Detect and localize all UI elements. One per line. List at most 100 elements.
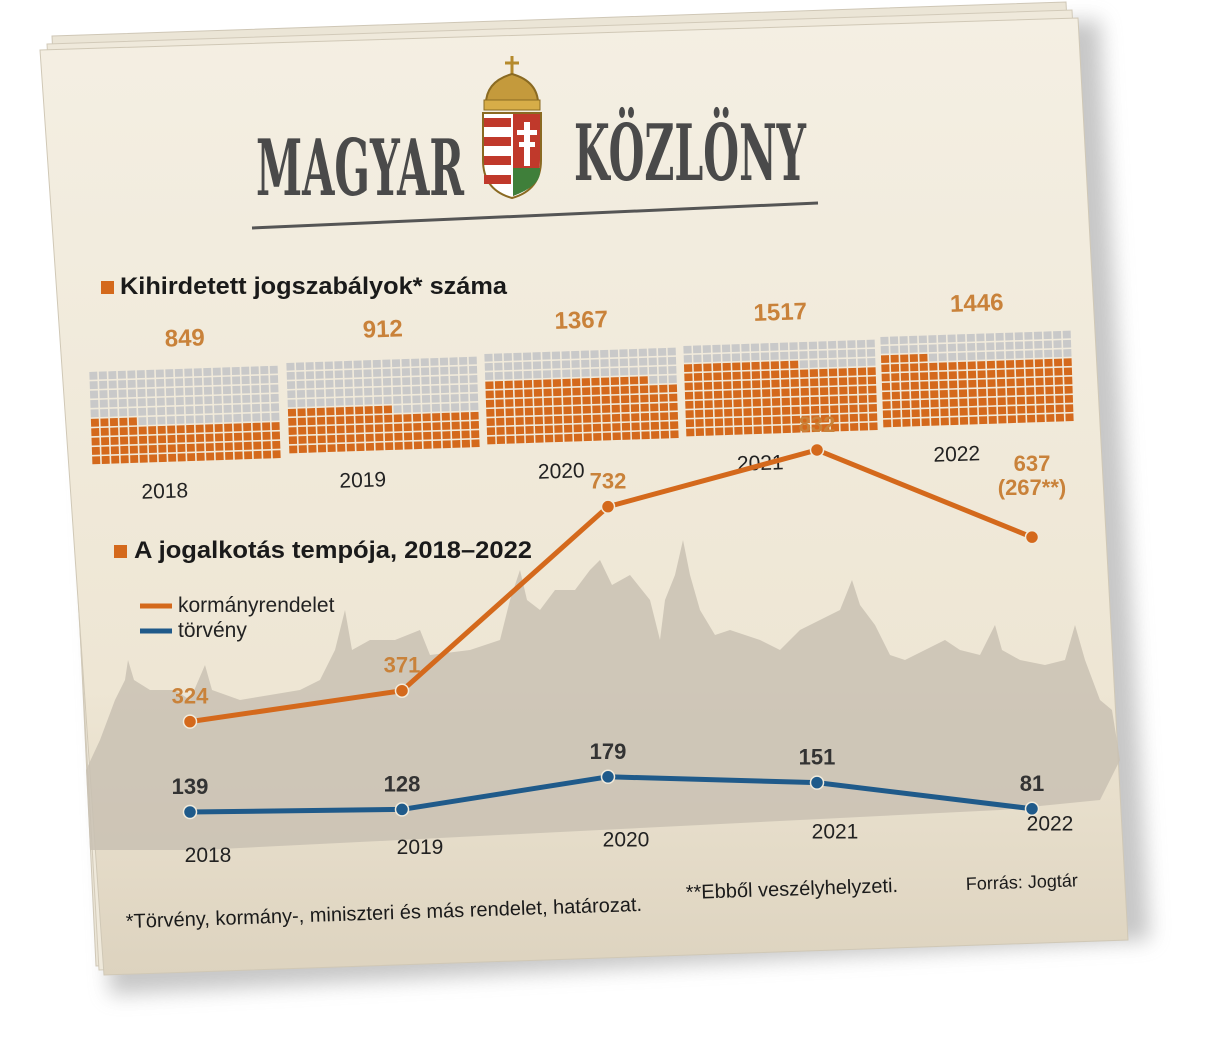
waffle-cell-filled xyxy=(271,422,280,431)
waffle-cell-filled xyxy=(494,380,504,389)
waffle-cell-filled xyxy=(660,412,669,421)
waffle-cell-filled xyxy=(639,376,648,385)
data-point xyxy=(182,714,198,729)
waffle-cell-filled xyxy=(733,417,743,426)
waffle-cell-filled xyxy=(685,419,695,428)
waffle-cell-filled xyxy=(129,436,138,445)
waffle-cell-filled xyxy=(929,362,938,371)
waffle-cell-filled xyxy=(848,367,857,376)
waffle-cell-filled xyxy=(524,398,533,407)
waffle-cell-filled xyxy=(770,361,780,370)
waffle-cell-filled xyxy=(177,444,186,453)
waffle-cell-filled xyxy=(630,394,639,403)
waffle-cell-filled xyxy=(685,410,694,418)
waffle-cell-filled xyxy=(92,456,101,465)
waffle-cell-empty xyxy=(392,377,401,386)
waffle-cell-filled xyxy=(703,363,712,372)
waffle-cell-filled xyxy=(771,388,780,397)
waffle-cell-filled xyxy=(288,427,297,435)
waffle-cell-filled xyxy=(119,427,128,436)
waffle-cell-empty xyxy=(513,361,522,370)
waffle-cell-empty xyxy=(146,369,155,378)
waffle-cell-filled xyxy=(693,363,702,372)
waffle-cell-filled xyxy=(583,424,592,432)
waffle-cell-filled xyxy=(900,354,909,363)
waffle-cell-filled xyxy=(233,423,242,432)
waffle-cell-filled xyxy=(186,434,195,443)
waffle-cell-filled xyxy=(714,418,724,427)
waffle-cell-filled xyxy=(909,354,918,363)
waffle-cell-filled xyxy=(669,393,678,402)
waffle-cell-filled xyxy=(471,430,480,439)
waffle-cell-filled xyxy=(1054,367,1063,376)
waffle-cell-filled xyxy=(101,446,110,455)
masthead-rule xyxy=(251,201,819,230)
waffle-cell-empty xyxy=(986,342,995,351)
waffle-cell-filled xyxy=(772,416,781,425)
waffle-cell-empty xyxy=(780,351,789,360)
waffle-cell-empty xyxy=(1033,331,1043,340)
waffle-cell-empty xyxy=(325,370,334,379)
waffle-cell-filled xyxy=(602,432,612,441)
waffle-cell-filled xyxy=(977,379,987,388)
waffle-cell-filled xyxy=(988,397,997,406)
waffle-cell-empty xyxy=(324,361,333,370)
waffle-cell-filled xyxy=(451,421,460,430)
waffle-cell-empty xyxy=(523,370,532,379)
waffle-cell-filled xyxy=(355,415,364,424)
waffle-cell-filled xyxy=(432,413,441,421)
waffle-cell-filled xyxy=(167,425,176,434)
waffle-cell-filled xyxy=(882,391,891,400)
waffle-cell-filled xyxy=(1006,387,1016,396)
waffle-cell-filled xyxy=(939,380,948,389)
waffle-cell-filled xyxy=(543,379,552,388)
waffle-cell-empty xyxy=(619,349,628,358)
waffle-cell-empty xyxy=(128,408,137,417)
waffle-cell-empty xyxy=(232,385,241,394)
waffle-cell-empty xyxy=(157,416,166,425)
waffle-cell-empty xyxy=(166,416,175,425)
waffle-cell-filled xyxy=(722,362,731,371)
waffle-cell-filled xyxy=(762,389,771,398)
waffle-cell-empty xyxy=(967,352,976,361)
waffle-cell-filled xyxy=(307,408,316,416)
waffle-cell-empty xyxy=(99,399,108,408)
waffle-cell-empty xyxy=(561,351,570,360)
waffle-cell-filled xyxy=(684,373,693,382)
waffle-cell-empty xyxy=(261,412,270,422)
waffle-cell-filled xyxy=(838,377,848,386)
waffle-cell-empty xyxy=(450,403,460,412)
waffle-cell-filled xyxy=(1035,368,1044,377)
waffle-cell-empty xyxy=(712,344,721,353)
waffle-cell-filled xyxy=(534,398,543,406)
waffle-cell-filled xyxy=(800,387,809,396)
waffle-cell-filled xyxy=(611,404,620,413)
waffle-cell-filled xyxy=(694,382,703,391)
waffle-cell-filled xyxy=(868,404,878,412)
waffle-cell-empty xyxy=(484,362,494,371)
waffle-cell-filled xyxy=(1044,377,1054,386)
data-label: 637 xyxy=(1014,451,1051,476)
waffle-cell-empty xyxy=(353,369,363,378)
waffle-cell-empty xyxy=(799,341,808,350)
waffle-cell-filled xyxy=(262,431,271,440)
waffle-cell-filled xyxy=(891,391,901,400)
waffle-cell-filled xyxy=(196,443,205,452)
waffle-cell-filled xyxy=(940,417,949,426)
waffle-cell-filled xyxy=(848,386,858,395)
waffle-cell-filled xyxy=(514,380,523,389)
waffle-cell-empty xyxy=(222,386,232,395)
waffle-cell-empty xyxy=(412,386,421,395)
waffle-cell-filled xyxy=(326,407,335,416)
waffle-cell-filled xyxy=(901,400,910,409)
waffle-cell-empty xyxy=(127,379,136,388)
waffle-cell-filled xyxy=(996,360,1005,369)
waffle-cell-filled xyxy=(413,441,423,450)
waffle-cell-filled xyxy=(762,407,771,416)
waffle-cell-empty xyxy=(789,351,799,360)
waffle-cell-filled xyxy=(629,376,639,385)
waffle-cell-empty xyxy=(638,348,648,357)
waffle-value-label: 1517 xyxy=(753,298,807,327)
waffle-cell-empty xyxy=(203,377,212,386)
waffle-cell-empty xyxy=(223,414,232,423)
